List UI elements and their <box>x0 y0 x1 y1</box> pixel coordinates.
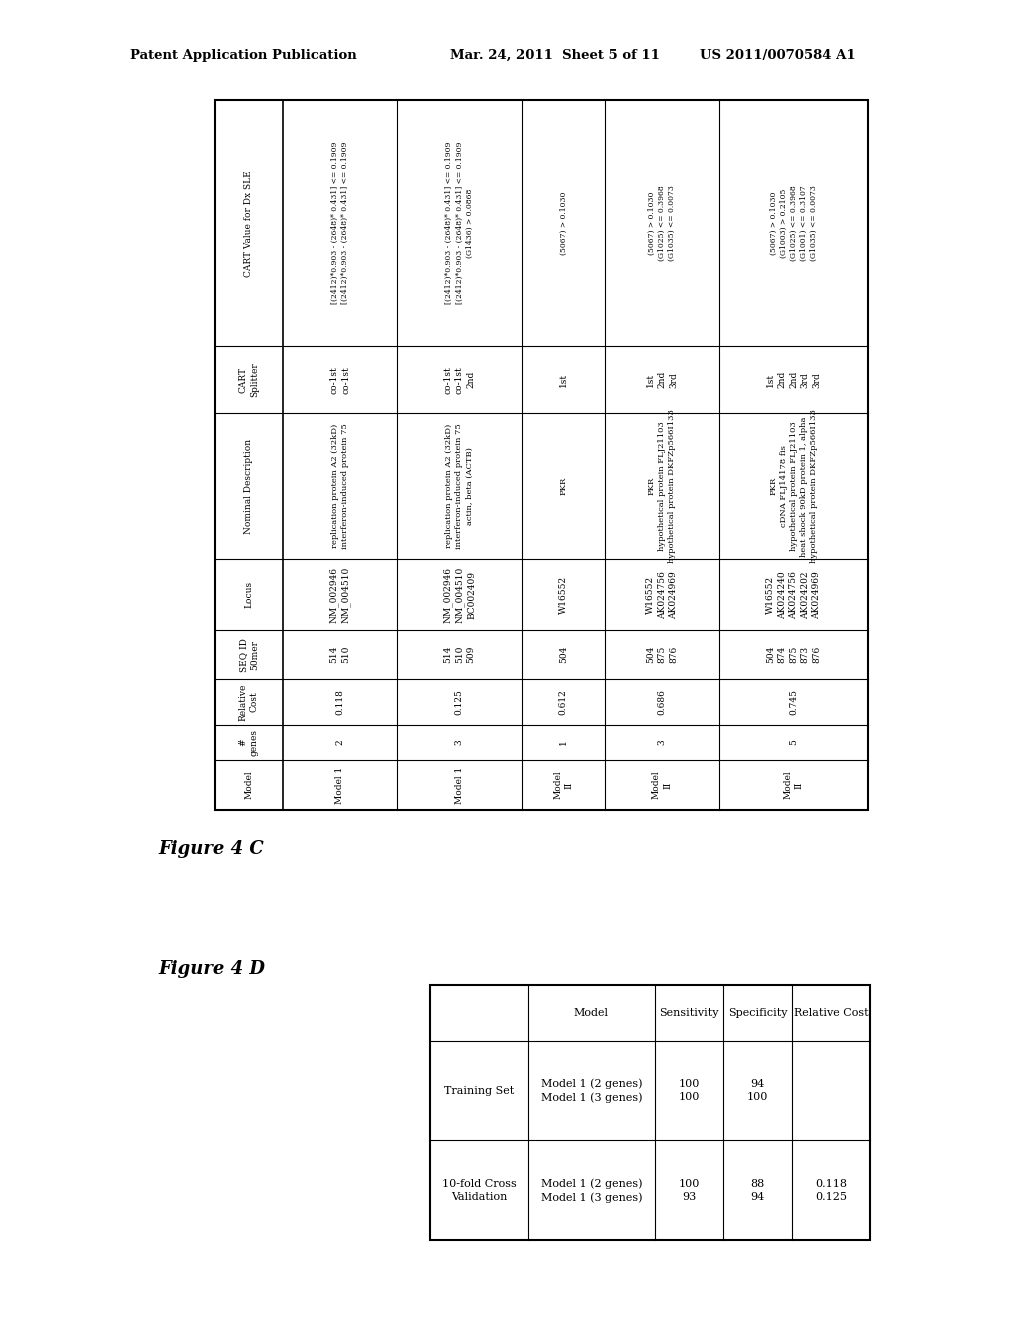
Text: co-1st
co-1st: co-1st co-1st <box>330 366 350 393</box>
Text: US 2011/0070584 A1: US 2011/0070584 A1 <box>700 49 856 62</box>
Text: CART Value for Dx SLE: CART Value for Dx SLE <box>245 170 253 277</box>
Text: 514
510
509: 514 510 509 <box>443 645 475 664</box>
Text: 504
875
876: 504 875 876 <box>646 645 678 664</box>
Text: NM_002946
NM_004510: NM_002946 NM_004510 <box>329 566 350 623</box>
Text: 100
93: 100 93 <box>679 1179 699 1201</box>
Text: CART
Splitter: CART Splitter <box>239 363 259 397</box>
Text: Model
II: Model II <box>553 771 573 799</box>
Text: replication protein A2 (32kD)
interferon-induced protein 75
actin, beta (ACTB): replication protein A2 (32kD) interferon… <box>445 424 473 549</box>
Text: NM_002946
NM_004510
BC002409: NM_002946 NM_004510 BC002409 <box>442 566 476 623</box>
Bar <box>215 100 868 810</box>
Text: [(2412)*0.903 - (2648)* 0.431] <= 0.1909
[(2412)*0.903 - (2648)* 0.431] <= 0.190: [(2412)*0.903 - (2648)* 0.431] <= 0.1909… <box>331 143 349 305</box>
Text: W16552
AK024240
AK024756
AK024202
AK024969: W16552 AK024240 AK024756 AK024202 AK0249… <box>766 572 821 619</box>
Text: Model 1: Model 1 <box>335 767 344 804</box>
Text: [(2412)*0.903 - (2648)* 0.431] <= 0.1909
[(2412)*0.903 - (2648)* 0.431] <= 0.190: [(2412)*0.903 - (2648)* 0.431] <= 0.1909… <box>445 143 473 305</box>
Text: PKR
hypothetical protein FLJ21103
hypothetical protein DKFZp566I133: PKR hypothetical protein FLJ21103 hypoth… <box>648 409 676 564</box>
Text: 3: 3 <box>455 739 464 746</box>
Text: 1st
2nd
3rd: 1st 2nd 3rd <box>646 371 678 388</box>
Text: 504
874
875
873
876: 504 874 875 873 876 <box>766 645 821 664</box>
Text: Locus: Locus <box>245 581 253 609</box>
Text: 10-fold Cross
Validation: 10-fold Cross Validation <box>441 1179 516 1201</box>
Bar <box>430 985 870 1239</box>
Text: co-1st
co-1st
2nd: co-1st co-1st 2nd <box>443 366 475 393</box>
Text: 504: 504 <box>559 645 568 664</box>
Text: replication protein A2 (32kD)
interferon-induced protein 75: replication protein A2 (32kD) interferon… <box>331 424 349 549</box>
Text: 0.745: 0.745 <box>790 689 798 715</box>
Text: (5067) > 0.1030
(G1025) <= 0.3968
(G1035) <= 0.0073: (5067) > 0.1030 (G1025) <= 0.3968 (G1035… <box>648 185 676 261</box>
Text: Model 1 (2 genes)
Model 1 (3 genes): Model 1 (2 genes) Model 1 (3 genes) <box>541 1177 642 1203</box>
Text: 1: 1 <box>559 739 568 746</box>
Text: 88
94: 88 94 <box>751 1179 765 1201</box>
Text: (5067) > 0.1030: (5067) > 0.1030 <box>559 191 567 255</box>
Text: 5: 5 <box>790 739 798 746</box>
Text: 0.118: 0.118 <box>335 689 344 714</box>
Text: Figure 4 C: Figure 4 C <box>158 840 264 858</box>
Text: Relative
Cost: Relative Cost <box>239 684 259 721</box>
Text: Training Set: Training Set <box>443 1086 514 1096</box>
Text: Model
II: Model II <box>652 771 673 799</box>
Text: Figure 4 D: Figure 4 D <box>158 960 265 978</box>
Text: 1st
2nd
2nd
3rd
3rd: 1st 2nd 2nd 3rd 3rd <box>766 371 821 388</box>
Text: Mar. 24, 2011  Sheet 5 of 11: Mar. 24, 2011 Sheet 5 of 11 <box>450 49 659 62</box>
Text: Model: Model <box>245 771 253 799</box>
Text: W16552: W16552 <box>559 576 568 614</box>
Text: PKR: PKR <box>559 478 567 495</box>
Text: 0.125: 0.125 <box>455 689 464 714</box>
Text: Sensitivity: Sensitivity <box>659 1008 719 1018</box>
Text: Specificity: Specificity <box>728 1008 787 1018</box>
Text: Relative Cost: Relative Cost <box>794 1008 868 1018</box>
Text: (5067) > 0.1030
(G1003) > 0.2105
(G1025) <= 0.3968
(G1001) <= 0.3107
(G1035) <= : (5067) > 0.1030 (G1003) > 0.2105 (G1025)… <box>769 185 818 261</box>
Text: PKR
cDNA FLJ14178 fis
hypothetical protein FLJ21103
heat shock 90kD protein 1, a: PKR cDNA FLJ14178 fis hypothetical prote… <box>769 409 818 564</box>
Text: 0.118
0.125: 0.118 0.125 <box>815 1179 847 1201</box>
Text: 1st: 1st <box>559 372 568 387</box>
Text: Nominal Description: Nominal Description <box>245 438 253 533</box>
Text: 100
100: 100 100 <box>679 1080 699 1102</box>
Text: Model 1: Model 1 <box>455 767 464 804</box>
Text: W16552
AK024756
AK024969: W16552 AK024756 AK024969 <box>646 572 678 619</box>
Text: SEQ ID
50mer: SEQ ID 50mer <box>239 638 259 672</box>
Text: Model 1 (2 genes)
Model 1 (3 genes): Model 1 (2 genes) Model 1 (3 genes) <box>541 1078 642 1104</box>
Text: 2: 2 <box>335 739 344 746</box>
Text: 0.686: 0.686 <box>657 689 667 714</box>
Text: Model
II: Model II <box>783 771 804 799</box>
Text: 514
510: 514 510 <box>330 645 350 664</box>
Text: 0.612: 0.612 <box>559 689 568 714</box>
Text: #
genes: # genes <box>239 729 259 756</box>
Text: Model: Model <box>573 1008 609 1018</box>
Text: 94
100: 94 100 <box>746 1080 768 1102</box>
Text: 3: 3 <box>657 739 667 746</box>
Text: Patent Application Publication: Patent Application Publication <box>130 49 356 62</box>
